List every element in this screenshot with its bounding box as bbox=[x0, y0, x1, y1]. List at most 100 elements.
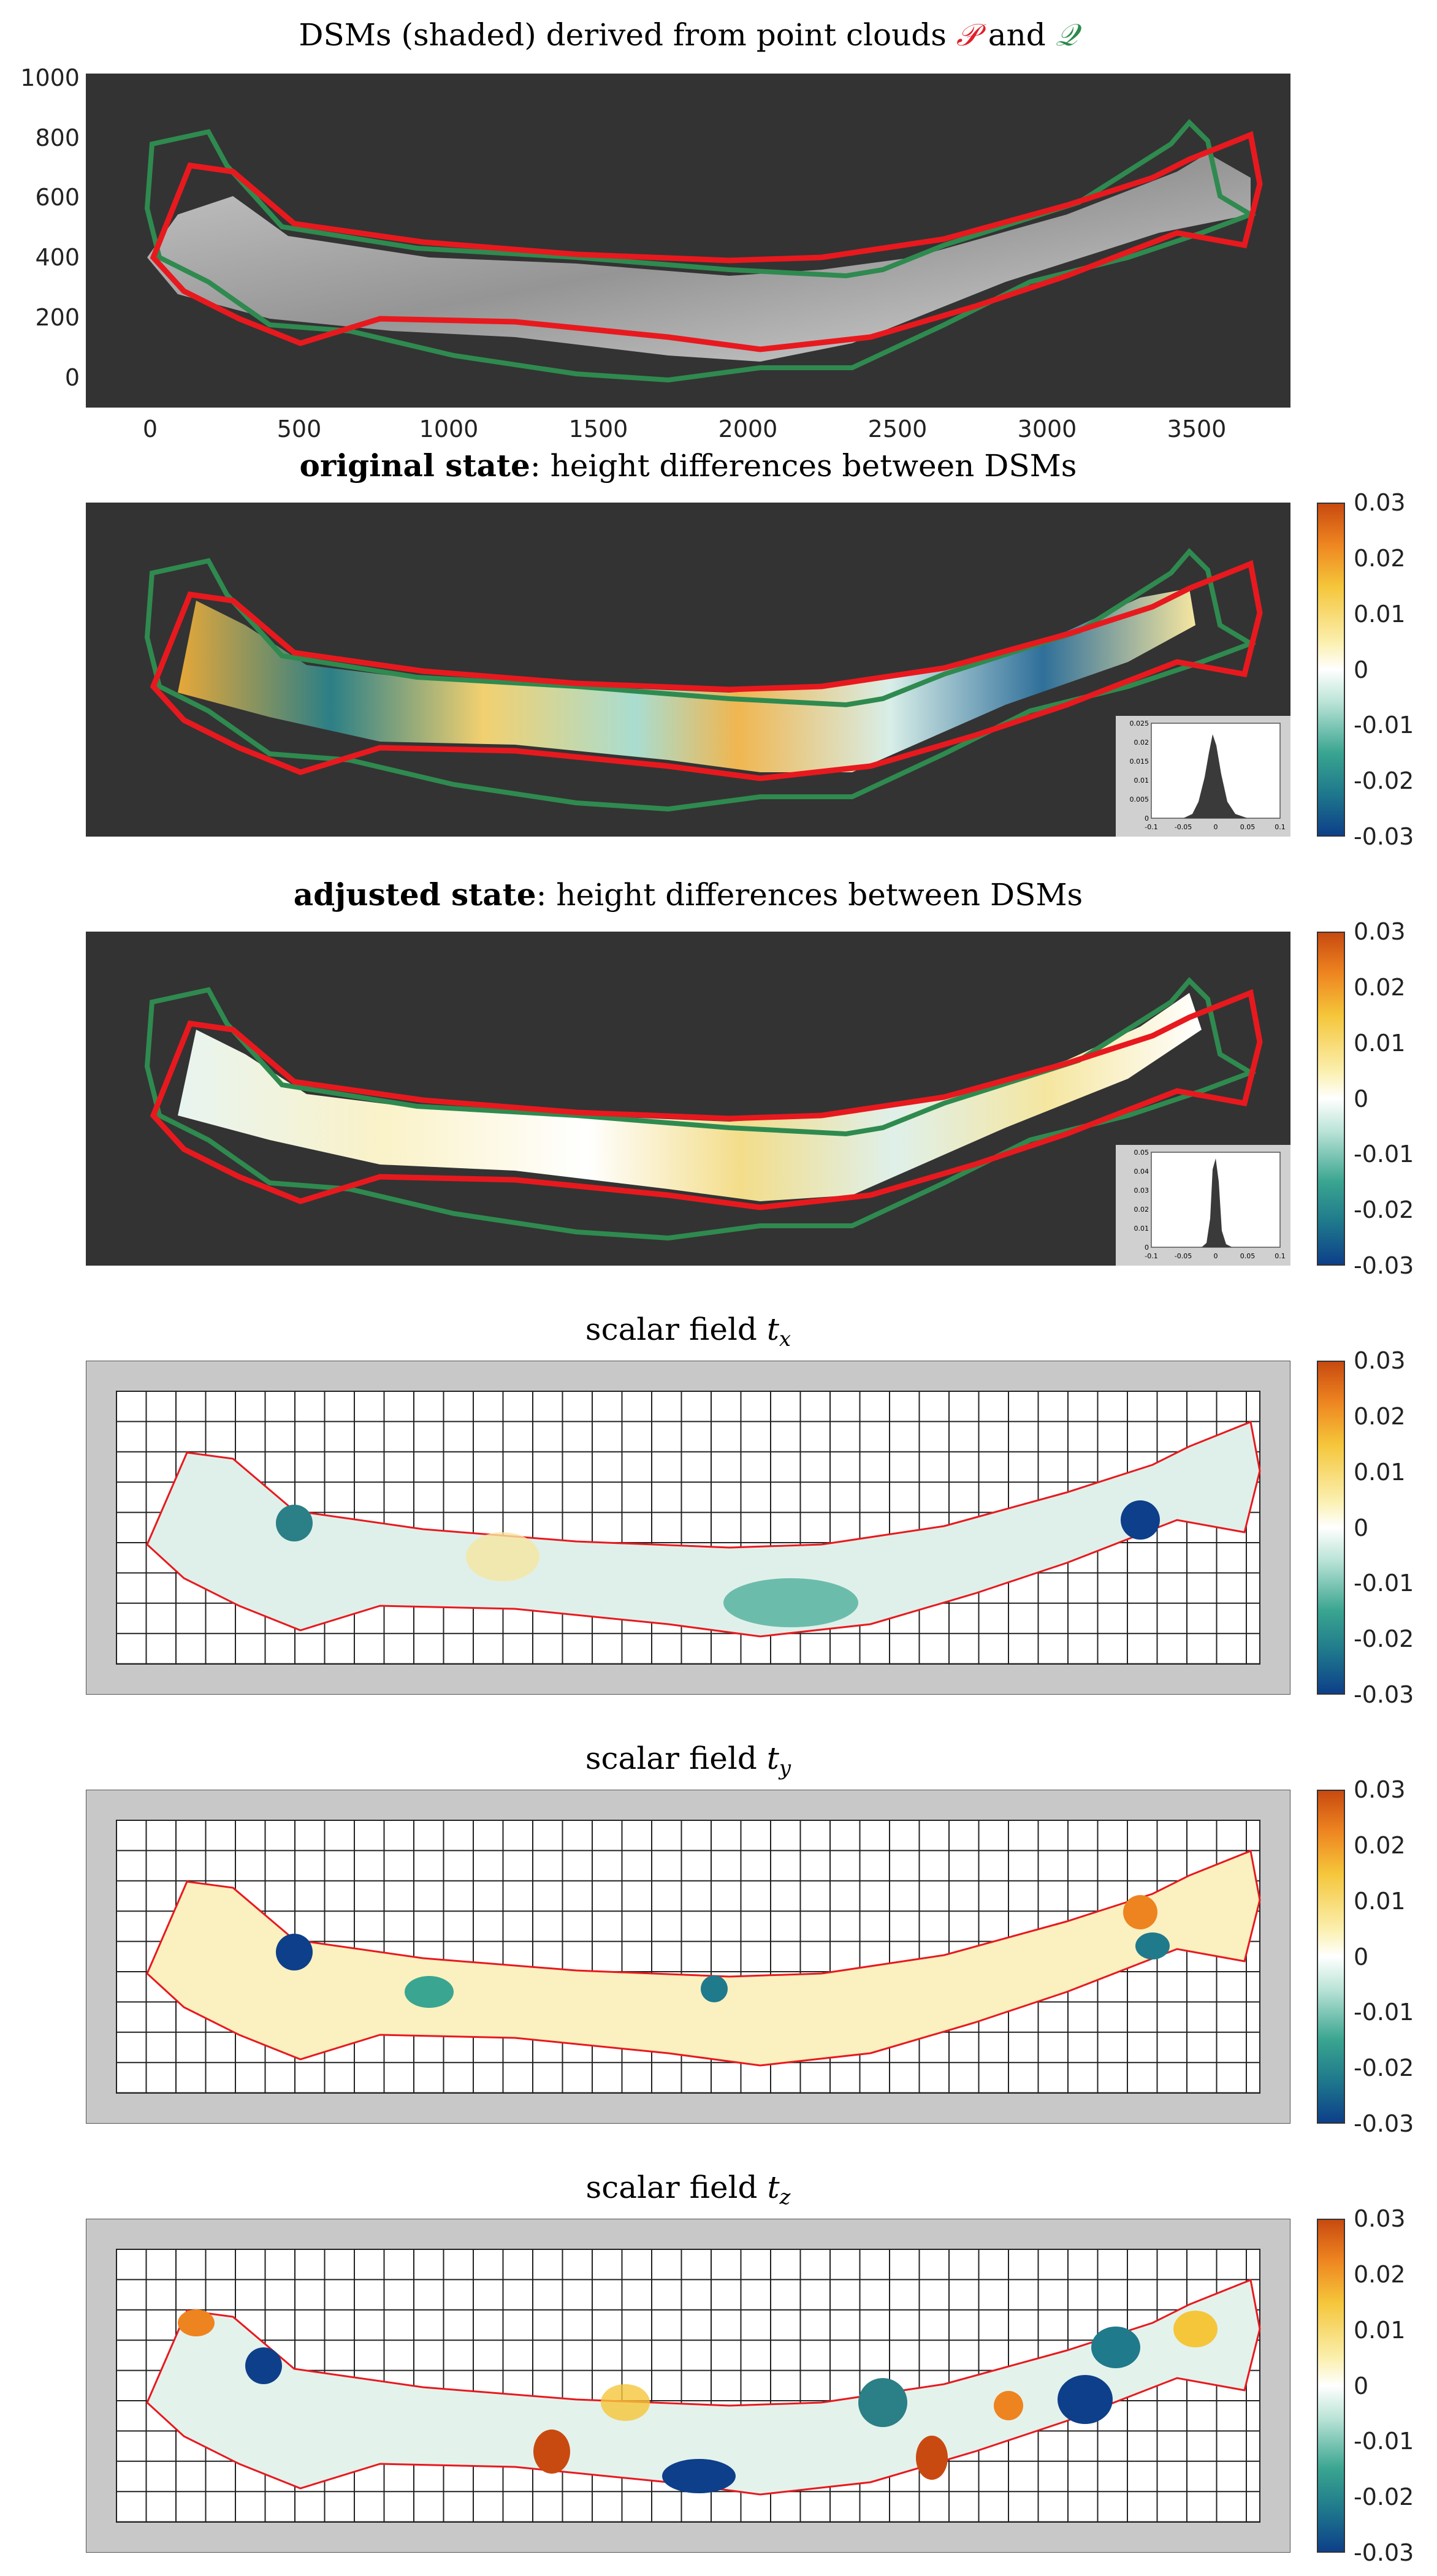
title-text: scalar field bbox=[585, 2170, 768, 2205]
colorbar-tick: 0.01 bbox=[1354, 1029, 1406, 1057]
colorbar-tick: 0.01 bbox=[1354, 600, 1406, 628]
colorbar-tick: -0.03 bbox=[1354, 1252, 1414, 1279]
colorbar-tick: -0.02 bbox=[1354, 2054, 1414, 2082]
field-blob bbox=[1123, 1895, 1157, 1929]
colorbar-tick: 0 bbox=[1354, 1514, 1369, 1541]
field-blob bbox=[405, 1976, 454, 2008]
hist-y-tick: 0.04 bbox=[1134, 1168, 1149, 1176]
hist-y-tick: 0.01 bbox=[1134, 1225, 1149, 1233]
y-tick: 400 bbox=[35, 244, 80, 271]
colorbar-tick: 0.02 bbox=[1354, 2260, 1406, 2288]
hist-x-tick: 0.05 bbox=[1240, 823, 1256, 831]
panel-title-tz: scalar field tz bbox=[86, 2170, 1290, 2209]
field-blob bbox=[178, 2309, 215, 2336]
colorbar-tick: 0.01 bbox=[1354, 1887, 1406, 1915]
title-sub: y bbox=[779, 1756, 791, 1780]
colorbar-tick: 0 bbox=[1354, 2372, 1369, 2399]
histogram-bars bbox=[1151, 734, 1280, 818]
scalar-field-ty-plot bbox=[86, 1790, 1290, 2124]
x-tick: 500 bbox=[276, 416, 322, 443]
hist-y-tick: 0.02 bbox=[1134, 739, 1149, 747]
colorbar-tick: 0.03 bbox=[1354, 2205, 1406, 2232]
hist-x-tick: -0.05 bbox=[1175, 1252, 1192, 1260]
hist-y-tick: 0.025 bbox=[1130, 720, 1149, 728]
x-tick: 3000 bbox=[1017, 416, 1077, 443]
hist-y-tick: 0.015 bbox=[1130, 758, 1149, 766]
field-blob bbox=[916, 2436, 948, 2480]
colorbar-tick: 0.01 bbox=[1354, 1458, 1406, 1486]
field-blob bbox=[466, 1532, 539, 1581]
colorbar-tick: -0.01 bbox=[1354, 1570, 1414, 1597]
symbol-p: 𝒫 bbox=[956, 17, 978, 53]
panel-title-tx: scalar field tx bbox=[86, 1312, 1290, 1351]
colorbar-tick: -0.03 bbox=[1354, 2539, 1414, 2566]
original-svg: 0.025 0.02 0.015 0.01 0.005 0 -0.1 -0.05… bbox=[86, 503, 1290, 837]
field-blob bbox=[245, 2347, 282, 2384]
y-tick: 200 bbox=[35, 304, 80, 331]
hist-x-tick: 0 bbox=[1214, 1252, 1218, 1260]
scalar-field-tx-plot bbox=[86, 1361, 1290, 1695]
field-blob bbox=[1058, 2375, 1113, 2424]
outline-p bbox=[150, 989, 1263, 1210]
field-blob bbox=[1091, 2327, 1140, 2368]
field-blob bbox=[1121, 1500, 1160, 1540]
diff-area bbox=[178, 993, 1202, 1201]
field-area bbox=[146, 1420, 1261, 1638]
hist-x-tick: 0.1 bbox=[1275, 1252, 1286, 1260]
colorbar-tick: 0.03 bbox=[1354, 918, 1406, 945]
x-tick: 2500 bbox=[867, 416, 928, 443]
symbol-q: 𝒬 bbox=[1055, 17, 1078, 53]
title-var: t bbox=[767, 2170, 780, 2205]
panel-title-adjusted: adjusted state: height differences betwe… bbox=[86, 876, 1290, 913]
y-tick: 600 bbox=[35, 184, 80, 211]
original-diff-plot: 0.025 0.02 0.015 0.01 0.005 0 -0.1 -0.05… bbox=[86, 503, 1290, 837]
colorbar-tick: -0.03 bbox=[1354, 2110, 1414, 2137]
hist-y-tick: 0.005 bbox=[1130, 796, 1149, 804]
colorbar bbox=[1317, 503, 1345, 837]
field-blob bbox=[858, 2378, 907, 2427]
colorbar-tick: 0.03 bbox=[1354, 1776, 1406, 1803]
title-rest: : height differences between DSMs bbox=[530, 448, 1077, 484]
field-ty-svg bbox=[86, 1790, 1290, 2124]
colorbar-tick: 0 bbox=[1354, 656, 1369, 683]
colorbar-tick: 0.03 bbox=[1354, 489, 1406, 516]
colorbar-tick: -0.01 bbox=[1354, 712, 1414, 739]
field-blob bbox=[662, 2459, 736, 2493]
field-blob bbox=[533, 2430, 570, 2474]
colorbar-tick: -0.01 bbox=[1354, 2428, 1414, 2455]
colorbar-tick: -0.02 bbox=[1354, 767, 1414, 795]
colorbar-tick: -0.02 bbox=[1354, 1625, 1414, 1653]
dsm-shaded-area bbox=[147, 153, 1251, 362]
colorbar-tick: 0.02 bbox=[1354, 544, 1406, 572]
x-tick: 3500 bbox=[1167, 416, 1227, 443]
field-tz-svg bbox=[86, 2219, 1290, 2553]
hist-y-tick: 0.05 bbox=[1134, 1149, 1149, 1157]
hist-y-tick: 0 bbox=[1145, 815, 1149, 823]
colorbar-tick: 0.03 bbox=[1354, 1347, 1406, 1374]
x-tick: 1500 bbox=[568, 416, 628, 443]
y-tick: 800 bbox=[35, 124, 80, 151]
title-var: t bbox=[766, 1741, 779, 1776]
hist-y-tick: 0 bbox=[1145, 1244, 1149, 1252]
histogram-inset: 0.025 0.02 0.015 0.01 0.005 0 -0.1 -0.05… bbox=[1116, 716, 1290, 837]
colorbar-tick: 0.02 bbox=[1354, 973, 1406, 1001]
colorbar-tick: -0.01 bbox=[1354, 1999, 1414, 2026]
dsm-plot bbox=[86, 74, 1290, 408]
colorbar-tick: 0 bbox=[1354, 1085, 1369, 1112]
colorbar-tick: -0.02 bbox=[1354, 1196, 1414, 1224]
colorbar-tick: -0.03 bbox=[1354, 823, 1414, 850]
panel-title-original: original state: height differences betwe… bbox=[86, 447, 1290, 484]
title-text: scalar field bbox=[585, 1312, 767, 1347]
hist-y-tick: 0.01 bbox=[1134, 777, 1149, 785]
title-rest: : height differences between DSMs bbox=[536, 877, 1083, 913]
field-blob bbox=[276, 1505, 313, 1541]
outline-p bbox=[150, 131, 1263, 352]
field-tx-svg bbox=[86, 1361, 1290, 1695]
scalar-field-tz-plot bbox=[86, 2219, 1290, 2553]
x-tick: 0 bbox=[142, 416, 158, 443]
colorbar-tick: -0.02 bbox=[1354, 2483, 1414, 2511]
field-blob bbox=[1135, 1932, 1170, 1959]
adjusted-diff-plot: 0.05 0.04 0.03 0.02 0.01 0 -0.1 -0.05 0 … bbox=[86, 932, 1290, 1266]
hist-y-tick: 0.02 bbox=[1134, 1206, 1149, 1214]
hist-x-tick: -0.05 bbox=[1175, 823, 1192, 831]
